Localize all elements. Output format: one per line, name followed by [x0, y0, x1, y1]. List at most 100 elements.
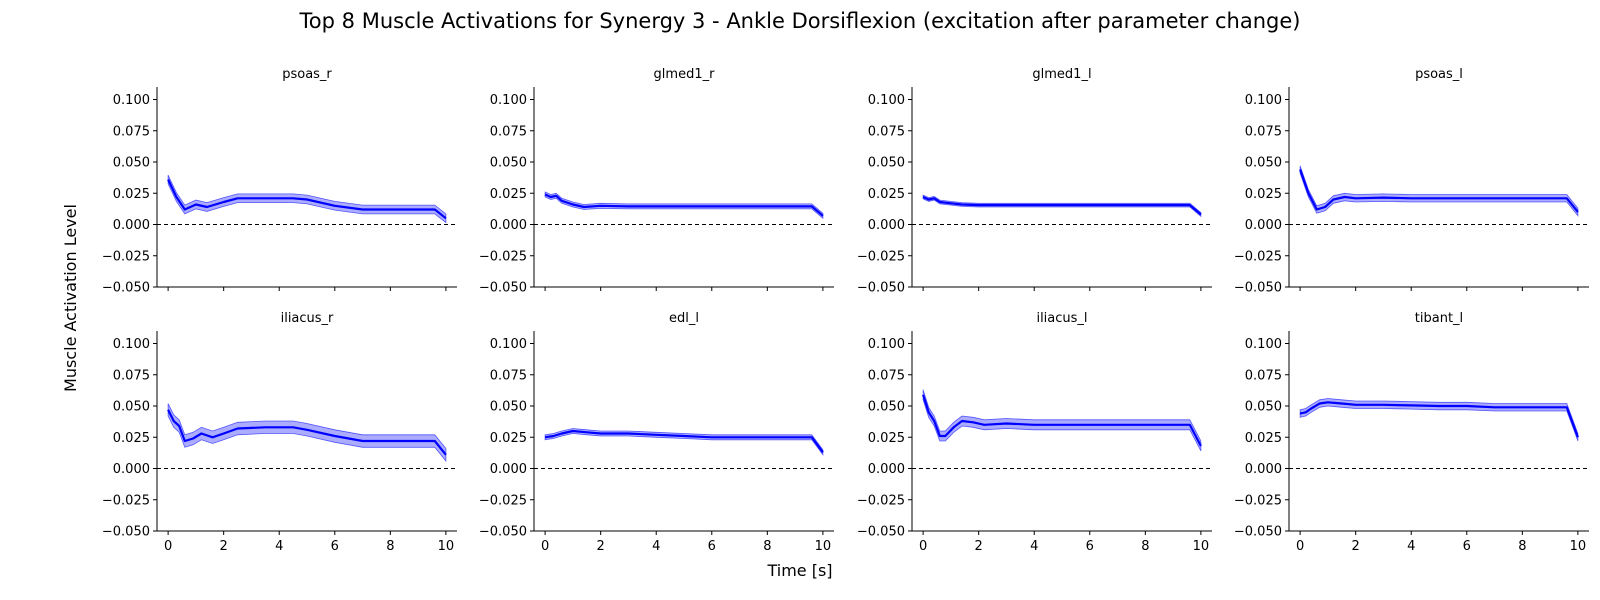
activation-line — [1299, 169, 1579, 213]
subplot-title: glmed1_r — [654, 67, 716, 82]
subplot-psoas_l: psoas_l −0.050 −0.025 0.000 0.025 0.050 0.075 0… — [1234, 67, 1589, 296]
y-tick-label: 0.075 — [113, 368, 150, 383]
confidence-band — [1299, 165, 1579, 217]
y-tick-label: 0.075 — [1245, 368, 1282, 383]
y-tick-label: −0.025 — [102, 249, 150, 264]
y-tick-label: 0.075 — [868, 124, 905, 139]
x-axis-label: Time [s] — [766, 561, 832, 580]
y-tick-label: 0.075 — [868, 368, 905, 383]
x-tick-label: 6 — [708, 539, 716, 554]
y-tick-label: 0.000 — [1245, 218, 1282, 233]
subplot-iliacus_l: iliacus_l −0.050 −0.025 0.000 0.025 0.050 0.07… — [857, 311, 1212, 554]
y-tick-label: 0.100 — [1245, 337, 1282, 352]
y-tick-label: 0.000 — [113, 462, 150, 477]
y-tick-label: −0.025 — [102, 493, 150, 508]
x-tick-label: 4 — [652, 539, 660, 554]
y-tick-label: −0.025 — [1234, 493, 1282, 508]
y-tick-label: 0.000 — [1245, 462, 1282, 477]
figure-title: Top 8 Muscle Activations for Synergy 3 -… — [299, 9, 1301, 33]
subplot-tibant_l: tibant_l −0.050 −0.025 0.000 0.025 0.050 0.075… — [1234, 311, 1589, 554]
y-tick-label: 0.000 — [113, 218, 150, 233]
x-tick-label: 8 — [1518, 539, 1526, 554]
y-tick-label: −0.050 — [102, 525, 150, 540]
y-tick-label: −0.050 — [1234, 525, 1282, 540]
subplot-title: glmed1_l — [1032, 67, 1091, 82]
y-tick-label: 0.075 — [490, 368, 527, 383]
y-tick-label: 0.000 — [868, 462, 905, 477]
subplot-title: iliacus_r — [281, 311, 334, 326]
y-tick-label: 0.075 — [490, 124, 527, 139]
x-tick-label: 2 — [975, 539, 983, 554]
activation-line — [922, 195, 1202, 216]
subplot-grid: psoas_r −0.050 −0.025 0.000 0.025 0.050 0.075 0… — [102, 67, 1589, 554]
confidence-band — [922, 389, 1202, 452]
y-tick-label: −0.025 — [857, 249, 905, 264]
x-tick-label: 0 — [541, 539, 549, 554]
y-tick-label: 0.075 — [113, 124, 150, 139]
x-tick-label: 10 — [438, 539, 455, 554]
x-tick-label: 4 — [1407, 539, 1415, 554]
confidence-band — [544, 191, 824, 220]
subplot-title: psoas_r — [282, 67, 332, 82]
y-tick-label: 0.025 — [868, 187, 905, 202]
x-tick-label: 0 — [1296, 539, 1304, 554]
activation-line — [167, 179, 447, 220]
y-tick-label: −0.025 — [479, 493, 527, 508]
x-tick-label: 10 — [1570, 539, 1587, 554]
y-tick-label: −0.050 — [479, 525, 527, 540]
x-tick-label: 8 — [763, 539, 771, 554]
confidence-band — [544, 428, 824, 457]
y-tick-label: 0.025 — [1245, 431, 1282, 446]
y-axis-label: Muscle Activation Level — [61, 204, 80, 392]
activation-line — [922, 394, 1202, 447]
y-tick-label: 0.050 — [1245, 156, 1282, 171]
y-tick-label: 0.025 — [1245, 187, 1282, 202]
x-tick-label: 10 — [1193, 539, 1210, 554]
y-tick-label: −0.025 — [1234, 249, 1282, 264]
y-tick-label: 0.050 — [490, 156, 527, 171]
y-tick-label: 0.050 — [490, 400, 527, 415]
activation-line — [544, 429, 824, 453]
activation-line — [1299, 401, 1579, 438]
y-tick-label: 0.100 — [1245, 93, 1282, 108]
y-tick-label: 0.000 — [868, 218, 905, 233]
x-tick-label: 2 — [220, 539, 228, 554]
y-tick-label: 0.025 — [113, 187, 150, 202]
y-tick-label: 0.100 — [490, 337, 527, 352]
y-tick-label: 0.050 — [1245, 400, 1282, 415]
subplot-edl_l: edl_l −0.050 −0.025 0.000 0.025 0.050 0.075 0.1… — [479, 311, 834, 554]
y-tick-label: 0.025 — [868, 431, 905, 446]
subplot-glmed1_r: glmed1_r −0.050 −0.025 0.000 0.025 0.050 0.075… — [479, 67, 834, 296]
x-tick-label: 2 — [1352, 539, 1360, 554]
y-tick-label: 0.050 — [868, 400, 905, 415]
y-tick-label: 0.050 — [113, 400, 150, 415]
y-tick-label: 0.000 — [490, 462, 527, 477]
x-tick-label: 6 — [1463, 539, 1471, 554]
y-tick-label: −0.025 — [479, 249, 527, 264]
y-tick-label: 0.025 — [113, 431, 150, 446]
subplot-iliacus_r: iliacus_r −0.050 −0.025 0.000 0.025 0.050 0.07… — [102, 311, 457, 554]
x-tick-label: 4 — [1030, 539, 1038, 554]
subplot-title: iliacus_l — [1036, 311, 1087, 326]
x-tick-label: 4 — [275, 539, 283, 554]
subplot-psoas_r: psoas_r −0.050 −0.025 0.000 0.025 0.050 0.075 0… — [102, 67, 457, 296]
confidence-band — [167, 403, 447, 463]
y-tick-label: 0.000 — [490, 218, 527, 233]
x-tick-label: 6 — [1086, 539, 1094, 554]
y-tick-label: 0.100 — [113, 337, 150, 352]
x-tick-label: 8 — [386, 539, 394, 554]
x-tick-label: 0 — [919, 539, 927, 554]
y-tick-label: −0.025 — [857, 493, 905, 508]
subplot-title: edl_l — [669, 311, 699, 326]
x-tick-label: 0 — [164, 539, 172, 554]
subplot-title: tibant_l — [1415, 311, 1463, 326]
x-tick-label: 2 — [597, 539, 605, 554]
x-tick-label: 10 — [815, 539, 832, 554]
y-tick-label: 0.100 — [868, 337, 905, 352]
subplot-title: psoas_l — [1415, 67, 1463, 82]
subplot-glmed1_l: glmed1_l −0.050 −0.025 0.000 0.025 0.050 0.075… — [857, 67, 1212, 296]
activation-line — [544, 193, 824, 217]
x-tick-label: 6 — [331, 539, 339, 554]
y-tick-label: 0.050 — [113, 156, 150, 171]
